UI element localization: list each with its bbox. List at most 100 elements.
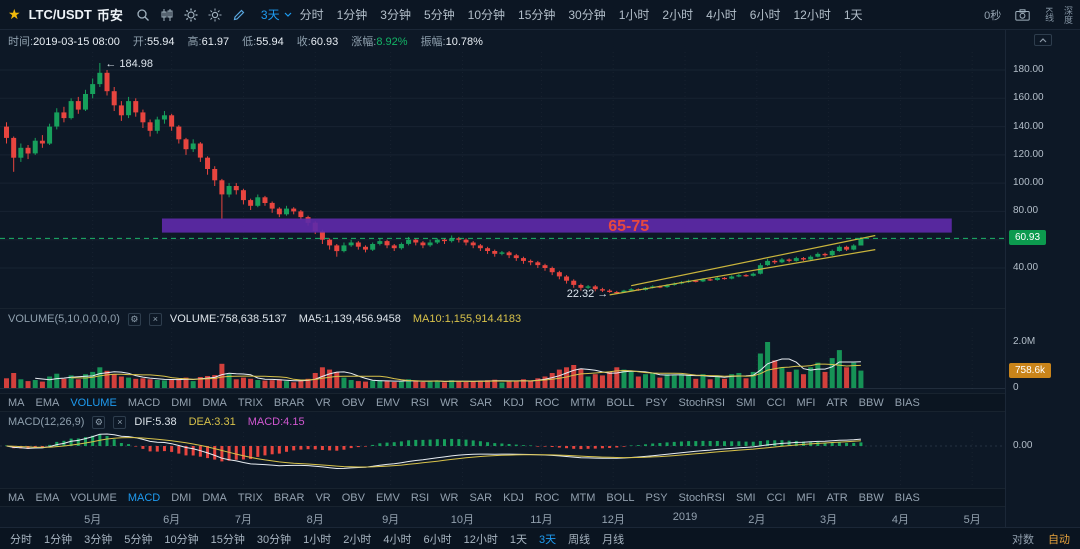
indicator-tab-CCI[interactable]: CCI bbox=[766, 396, 786, 409]
chart-style-icon[interactable] bbox=[155, 4, 179, 26]
indicator-tab-KDJ[interactable]: KDJ bbox=[503, 491, 524, 504]
indicator-tab-OBV[interactable]: OBV bbox=[341, 396, 365, 409]
indicator-tab-WR[interactable]: WR bbox=[440, 396, 459, 409]
bottom-interval-1分钟[interactable]: 1分钟 bbox=[44, 533, 73, 546]
bottom-interval-分时[interactable]: 分时 bbox=[10, 533, 32, 546]
toolbar-interval-30分钟[interactable]: 30分钟 bbox=[568, 8, 606, 22]
indicator-tab-MACD[interactable]: MACD bbox=[127, 491, 161, 504]
indicator-tab-SAR[interactable]: SAR bbox=[469, 396, 493, 409]
indicator-tab-EMA[interactable]: EMA bbox=[35, 396, 60, 409]
volume-chart[interactable] bbox=[0, 328, 1005, 392]
theme-brightness-icon[interactable] bbox=[203, 4, 227, 26]
indicator-tab-BOLL[interactable]: BOLL bbox=[606, 396, 635, 409]
indicator-tab-VR[interactable]: VR bbox=[315, 396, 331, 409]
volume-settings-gear-icon[interactable]: ⚙ bbox=[127, 312, 141, 326]
bottom-interval-1小时[interactable]: 1小时 bbox=[303, 533, 332, 546]
bottom-interval-周线[interactable]: 周线 bbox=[568, 533, 591, 546]
toolbar-interval-10分钟[interactable]: 10分钟 bbox=[467, 8, 506, 22]
indicator-tab-EMV[interactable]: EMV bbox=[375, 491, 400, 504]
indicator-tab-CCI[interactable]: CCI bbox=[766, 491, 786, 504]
settings-gear-icon[interactable] bbox=[179, 4, 203, 26]
bottom-interval-4小时[interactable]: 4小时 bbox=[383, 533, 412, 546]
indicator-tab-KDJ[interactable]: KDJ bbox=[503, 396, 524, 409]
macd-chart[interactable] bbox=[0, 432, 1005, 488]
indicator-tab-OBV[interactable]: OBV bbox=[341, 491, 365, 504]
toolbar-interval-12小时[interactable]: 12小时 bbox=[793, 8, 831, 22]
bottom-interval-2小时[interactable]: 2小时 bbox=[343, 533, 372, 546]
indicator-tab-StochRSI[interactable]: StochRSI bbox=[678, 396, 726, 409]
indicator-tab-BIAS[interactable]: BIAS bbox=[894, 396, 920, 409]
draw-pencil-icon[interactable] bbox=[227, 4, 251, 26]
indicator-tab-ROC[interactable]: ROC bbox=[534, 491, 560, 504]
bottom-interval-5分钟[interactable]: 5分钟 bbox=[124, 533, 153, 546]
indicator-tab-SMI[interactable]: SMI bbox=[736, 491, 756, 504]
log-scale-toggle[interactable]: 对数 bbox=[1012, 533, 1034, 546]
interval-dropdown[interactable]: 3天 bbox=[261, 6, 292, 23]
bottom-interval-3分钟[interactable]: 3分钟 bbox=[84, 533, 113, 546]
indicator-tab-PSY[interactable]: PSY bbox=[645, 396, 668, 409]
camera-screenshot-icon[interactable] bbox=[1010, 4, 1034, 26]
bottom-interval-30分钟[interactable]: 30分钟 bbox=[256, 533, 292, 546]
indicator-tab-VOLUME[interactable]: VOLUME bbox=[70, 396, 117, 409]
indicator-tab-DMI[interactable]: DMI bbox=[171, 396, 192, 409]
scroll-up-button[interactable] bbox=[1034, 34, 1052, 46]
indicator-tab-WR[interactable]: WR bbox=[440, 491, 459, 504]
indicator-tab-MACD[interactable]: MACD bbox=[127, 396, 161, 409]
toolbar-interval-15分钟[interactable]: 15分钟 bbox=[518, 8, 556, 22]
indicator-tab-VR[interactable]: VR bbox=[315, 491, 331, 504]
indicator-tab-ATR[interactable]: ATR bbox=[826, 491, 848, 504]
indicator-tab-PSY[interactable]: PSY bbox=[645, 491, 668, 504]
bottom-interval-6小时[interactable]: 6小时 bbox=[423, 533, 452, 546]
indicator-tab-TRIX[interactable]: TRIX bbox=[237, 396, 263, 409]
indicator-tab-MA[interactable]: MA bbox=[8, 491, 25, 504]
indicator-tab-BBW[interactable]: BBW bbox=[858, 491, 884, 504]
indicator-tab-BRAR[interactable]: BRAR bbox=[273, 491, 305, 504]
indicator-tab-BOLL[interactable]: BOLL bbox=[606, 491, 635, 504]
indicator-tab-BRAR[interactable]: BRAR bbox=[273, 396, 305, 409]
toolbar-interval-1天[interactable]: 1天 bbox=[843, 8, 863, 22]
toolbar-interval-5分钟[interactable]: 5分钟 bbox=[423, 8, 455, 22]
indicator-tab-VOLUME[interactable]: VOLUME bbox=[70, 491, 117, 504]
favorite-star-icon[interactable]: ★ bbox=[8, 6, 21, 22]
toolbar-interval-6小时[interactable]: 6小时 bbox=[749, 8, 781, 22]
indicator-tab-ATR[interactable]: ATR bbox=[826, 396, 848, 409]
indicator-tab-ROC[interactable]: ROC bbox=[534, 396, 560, 409]
indicator-tab-BBW[interactable]: BBW bbox=[858, 396, 884, 409]
indicator-tab-MTM[interactable]: MTM bbox=[570, 491, 596, 504]
bottom-interval-1天[interactable]: 1天 bbox=[509, 533, 527, 546]
indicator-tab-EMV[interactable]: EMV bbox=[375, 396, 400, 409]
side-tab-depth[interactable]: 深度 bbox=[1063, 5, 1073, 24]
indicator-tab-DMA[interactable]: DMA bbox=[202, 491, 227, 504]
indicator-tab-MFI[interactable]: MFI bbox=[796, 491, 816, 504]
indicator-tab-MTM[interactable]: MTM bbox=[570, 396, 596, 409]
indicator-tab-TRIX[interactable]: TRIX bbox=[237, 491, 263, 504]
bottom-interval-12小时[interactable]: 12小时 bbox=[463, 533, 498, 546]
bottom-interval-15分钟[interactable]: 15分钟 bbox=[210, 533, 245, 546]
indicator-tab-MA[interactable]: MA bbox=[8, 396, 25, 409]
indicator-tab-EMA[interactable]: EMA bbox=[35, 491, 60, 504]
bottom-interval-10分钟[interactable]: 10分钟 bbox=[164, 533, 199, 546]
indicator-tab-SMI[interactable]: SMI bbox=[736, 396, 756, 409]
macd-settings-gear-icon[interactable]: ⚙ bbox=[92, 415, 106, 429]
toolbar-interval-1小时[interactable]: 1小时 bbox=[618, 8, 650, 22]
indicator-tab-RSI[interactable]: RSI bbox=[410, 491, 430, 504]
indicator-tab-DMI[interactable]: DMI bbox=[171, 491, 192, 504]
search-icon[interactable] bbox=[131, 4, 155, 26]
indicator-tab-MFI[interactable]: MFI bbox=[796, 396, 816, 409]
toolbar-interval-4小时[interactable]: 4小时 bbox=[706, 8, 737, 22]
toolbar-interval-分时[interactable]: 分时 bbox=[299, 8, 324, 22]
bottom-interval-月线[interactable]: 月线 bbox=[602, 533, 625, 546]
indicator-tab-DMA[interactable]: DMA bbox=[202, 396, 227, 409]
bottom-interval-3天[interactable]: 3天 bbox=[539, 533, 557, 546]
macd-close-icon[interactable]: × bbox=[113, 415, 127, 429]
main-price-chart[interactable]: 65-75 ← 184.98 22.32 → bbox=[0, 52, 1005, 308]
indicator-tab-StochRSI[interactable]: StochRSI bbox=[678, 491, 726, 504]
indicator-tab-BIAS[interactable]: BIAS bbox=[894, 491, 920, 504]
auto-scale-toggle[interactable]: 自动 bbox=[1048, 533, 1070, 546]
indicator-tab-RSI[interactable]: RSI bbox=[410, 396, 430, 409]
toolbar-interval-2小时[interactable]: 2小时 bbox=[662, 8, 694, 22]
toolbar-interval-1分钟[interactable]: 1分钟 bbox=[336, 8, 368, 22]
indicator-tab-SAR[interactable]: SAR bbox=[469, 491, 493, 504]
toolbar-interval-3分钟[interactable]: 3分钟 bbox=[380, 8, 411, 22]
volume-close-icon[interactable]: × bbox=[148, 312, 162, 326]
